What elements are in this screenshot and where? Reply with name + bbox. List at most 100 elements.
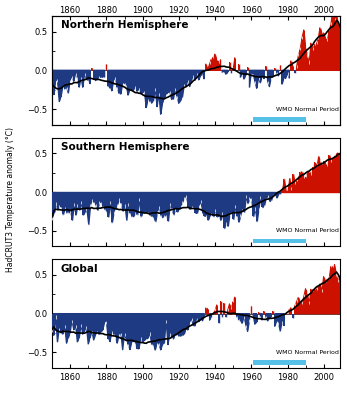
Bar bbox=[180, 192, 181, 205]
Bar bbox=[338, 24, 339, 70]
Bar bbox=[64, 70, 66, 89]
Bar bbox=[193, 314, 194, 326]
Bar bbox=[173, 192, 174, 214]
Bar bbox=[68, 70, 69, 93]
Bar bbox=[126, 192, 127, 220]
Bar bbox=[193, 192, 194, 206]
Bar bbox=[166, 192, 167, 215]
Bar bbox=[312, 50, 314, 70]
Bar bbox=[126, 314, 127, 340]
Bar bbox=[290, 190, 292, 192]
Bar bbox=[328, 30, 330, 70]
Bar bbox=[193, 70, 194, 75]
Bar bbox=[308, 172, 310, 192]
Bar bbox=[289, 70, 290, 78]
Bar bbox=[251, 306, 252, 314]
Bar bbox=[78, 192, 80, 210]
Bar bbox=[187, 314, 189, 330]
Bar bbox=[310, 43, 312, 70]
Bar bbox=[200, 192, 201, 200]
Bar bbox=[321, 292, 323, 314]
Bar bbox=[289, 309, 290, 314]
Bar bbox=[203, 314, 205, 316]
Bar bbox=[167, 314, 169, 344]
Bar bbox=[131, 192, 133, 216]
Bar bbox=[51, 70, 53, 84]
Bar bbox=[214, 311, 216, 314]
Bar bbox=[64, 314, 66, 325]
Bar bbox=[102, 70, 103, 77]
Bar bbox=[96, 314, 98, 330]
Bar bbox=[154, 192, 156, 221]
Bar bbox=[77, 70, 78, 78]
Bar bbox=[301, 39, 303, 70]
Bar bbox=[301, 304, 303, 314]
Bar bbox=[339, 155, 341, 192]
Bar bbox=[292, 174, 294, 192]
Bar bbox=[281, 191, 283, 192]
Bar bbox=[59, 192, 60, 205]
Bar bbox=[173, 314, 174, 339]
Bar bbox=[182, 314, 183, 336]
Bar bbox=[260, 70, 261, 83]
Bar bbox=[263, 311, 265, 314]
Bar bbox=[334, 265, 336, 314]
Bar bbox=[205, 308, 207, 314]
Bar bbox=[231, 70, 232, 73]
Bar bbox=[91, 314, 93, 331]
Bar bbox=[104, 192, 105, 209]
Bar bbox=[55, 70, 57, 81]
Bar bbox=[198, 70, 200, 80]
Bar bbox=[240, 70, 241, 78]
Bar bbox=[198, 192, 200, 205]
Bar bbox=[323, 161, 324, 192]
Bar bbox=[68, 314, 69, 338]
Bar bbox=[299, 302, 301, 314]
Bar bbox=[328, 155, 330, 192]
Bar bbox=[147, 70, 149, 99]
Bar bbox=[236, 192, 238, 216]
Bar bbox=[314, 162, 315, 192]
Bar bbox=[303, 178, 305, 192]
Bar bbox=[278, 314, 279, 322]
Bar bbox=[151, 314, 152, 344]
Bar bbox=[60, 70, 62, 96]
Bar bbox=[171, 192, 172, 208]
Bar bbox=[198, 314, 200, 322]
Bar bbox=[251, 192, 252, 198]
Bar bbox=[338, 152, 339, 192]
Bar bbox=[89, 314, 91, 338]
Bar bbox=[189, 70, 191, 86]
Bar bbox=[62, 192, 64, 214]
Bar bbox=[113, 70, 115, 80]
Bar bbox=[276, 192, 278, 198]
Bar bbox=[225, 314, 227, 317]
Bar bbox=[253, 238, 306, 243]
Bar bbox=[330, 25, 332, 70]
Bar bbox=[86, 192, 87, 208]
Bar bbox=[127, 192, 129, 203]
Bar bbox=[236, 70, 238, 71]
Bar bbox=[299, 50, 301, 70]
Bar bbox=[82, 192, 84, 214]
Bar bbox=[142, 314, 143, 342]
Bar bbox=[274, 68, 276, 70]
Bar bbox=[256, 70, 257, 88]
Bar bbox=[318, 39, 319, 70]
Bar bbox=[105, 314, 107, 320]
Bar bbox=[117, 70, 118, 87]
Bar bbox=[160, 192, 161, 216]
Bar bbox=[144, 314, 145, 340]
Bar bbox=[122, 192, 124, 211]
Bar bbox=[220, 60, 221, 70]
Bar bbox=[249, 70, 250, 88]
Bar bbox=[254, 314, 256, 324]
Bar bbox=[305, 178, 306, 192]
Bar bbox=[336, 153, 337, 192]
Bar bbox=[145, 192, 147, 212]
Bar bbox=[158, 314, 160, 343]
Bar bbox=[91, 192, 93, 199]
Bar bbox=[167, 192, 169, 221]
Bar bbox=[272, 70, 274, 77]
Bar bbox=[260, 314, 261, 316]
